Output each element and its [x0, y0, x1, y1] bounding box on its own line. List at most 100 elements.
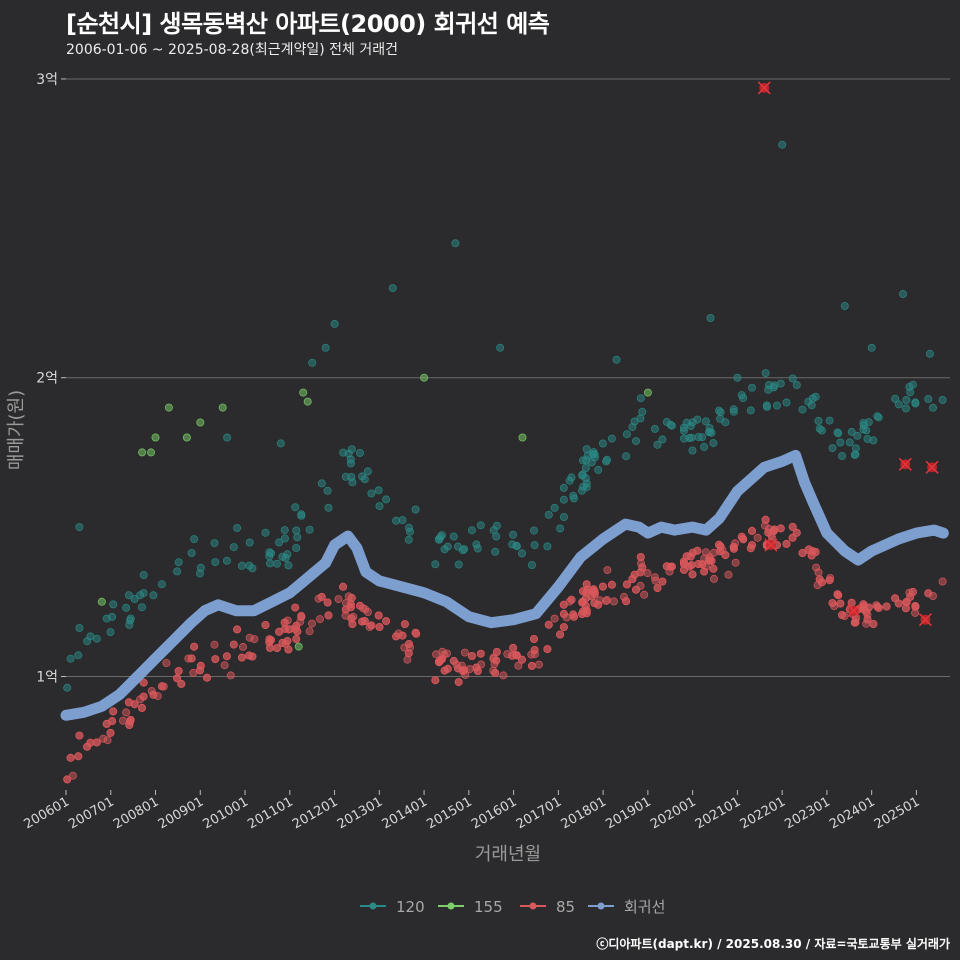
point-120	[509, 530, 518, 539]
point-120	[106, 628, 115, 637]
point-120	[679, 423, 688, 432]
point-155	[97, 597, 106, 606]
point-120	[688, 446, 697, 455]
point-85	[278, 638, 287, 647]
point-85	[582, 606, 591, 615]
point-120	[109, 600, 118, 609]
point-85	[400, 620, 409, 629]
point-120	[815, 424, 824, 433]
point-120	[908, 380, 917, 389]
x-tick-label: 202201	[738, 794, 788, 832]
point-85	[834, 591, 843, 600]
point-85	[210, 640, 219, 649]
point-85	[590, 587, 599, 596]
point-85	[126, 717, 135, 726]
point-85	[499, 671, 508, 680]
point-120	[449, 532, 458, 541]
x-tick-label: 202001	[648, 794, 698, 832]
point-85	[569, 610, 578, 619]
chart-subtitle: 2006-01-06 ~ 2025-08-28(최근계약일) 전체 거래건	[66, 42, 398, 58]
point-120	[899, 289, 908, 298]
point-85	[367, 621, 376, 630]
point-155	[420, 373, 429, 382]
x-tick-label: 201801	[559, 794, 609, 832]
point-120	[122, 603, 131, 612]
point-85	[825, 576, 834, 585]
point-120	[902, 395, 911, 404]
point-120	[559, 495, 568, 504]
point-85	[220, 661, 229, 670]
point-155	[182, 433, 191, 442]
point-85	[119, 716, 128, 725]
x-tick-label: 201401	[380, 794, 430, 832]
point-85	[716, 547, 725, 556]
point-85	[103, 736, 112, 745]
point-85	[602, 597, 611, 606]
point-85	[911, 602, 920, 611]
point-85	[748, 526, 757, 535]
point-85	[906, 592, 915, 601]
legend-label-120: 120	[396, 898, 425, 916]
point-120	[891, 394, 900, 403]
point-85	[643, 569, 652, 578]
point-120	[906, 388, 915, 397]
point-120	[229, 543, 238, 552]
point-120	[476, 521, 485, 530]
point-85	[109, 707, 118, 716]
point-85	[679, 557, 688, 566]
point-85	[449, 656, 458, 665]
point-85	[363, 608, 372, 617]
point-155	[138, 448, 147, 457]
point-120	[404, 535, 413, 544]
point-85	[748, 541, 757, 550]
point-85	[291, 603, 300, 612]
point-85	[710, 574, 719, 583]
point-120	[598, 439, 607, 448]
point-120	[867, 343, 876, 352]
point-155	[146, 448, 155, 457]
point-120	[544, 510, 553, 519]
point-85	[275, 627, 284, 636]
point-120	[324, 503, 333, 512]
point-85	[622, 580, 631, 589]
point-120	[339, 448, 348, 457]
point-85	[729, 542, 738, 551]
point-120	[388, 284, 397, 293]
point-85	[530, 646, 539, 655]
point-85	[512, 651, 521, 660]
point-85	[688, 570, 697, 579]
point-120	[630, 417, 639, 426]
point-120	[808, 394, 817, 403]
legend-marker-회귀선	[597, 902, 605, 910]
point-85	[190, 642, 199, 651]
point-120	[814, 416, 823, 425]
point-120	[925, 349, 934, 358]
point-85	[187, 654, 196, 663]
point-120	[245, 538, 254, 547]
point-120	[491, 547, 500, 556]
x-tick-label: 202501	[872, 794, 922, 832]
point-85	[640, 590, 649, 599]
point-120	[778, 140, 787, 149]
point-85	[248, 652, 257, 661]
point-85	[686, 552, 695, 561]
x-tick-label: 201501	[424, 794, 474, 832]
point-120	[348, 478, 357, 487]
point-120	[622, 452, 631, 461]
point-85	[476, 649, 485, 658]
point-120	[559, 513, 568, 522]
point-120	[496, 343, 505, 352]
point-85	[177, 679, 186, 688]
point-120	[894, 400, 903, 409]
point-85	[891, 594, 900, 603]
point-85	[761, 515, 770, 524]
point-85	[838, 611, 847, 620]
point-120	[853, 431, 862, 440]
point-120	[773, 401, 782, 410]
point-120	[748, 383, 757, 392]
point-120	[467, 526, 476, 535]
y-tick-label: 2억	[36, 371, 58, 387]
point-120	[280, 526, 289, 535]
point-120	[582, 479, 591, 488]
